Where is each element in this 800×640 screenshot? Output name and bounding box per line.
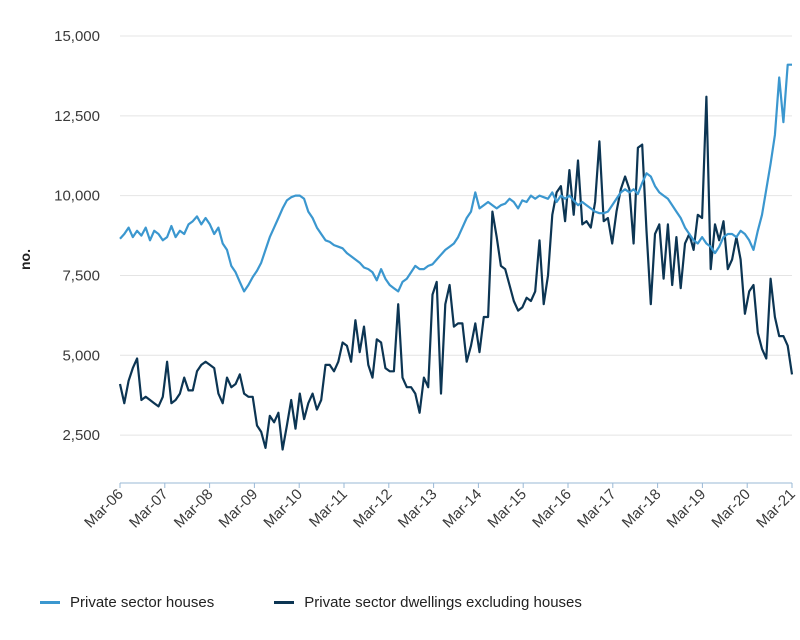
y-tick-label: 5,000 [62,347,100,364]
y-axis-label: no. [17,249,33,270]
gridlines [120,35,792,436]
x-tick-label: Mar-18 [619,486,665,532]
y-tick-label: 15,000 [54,28,100,45]
x-tick-label: Mar-06 [81,486,127,532]
x-tick-label: Mar-10 [260,486,306,532]
legend-label-houses: Private sector houses [70,594,215,611]
x-tick-label: Mar-16 [529,486,575,532]
legend-item-dwellings[interactable]: Private sector dwellings excluding house… [274,594,582,611]
y-tick-label: 2,500 [62,427,100,444]
legend: Private sector houses Private sector dwe… [40,594,582,611]
series-lines [118,63,794,451]
legend-item-houses[interactable]: Private sector houses [40,594,214,611]
x-tick-label: Mar-21 [753,486,799,532]
x-tick-label: Mar-13 [395,486,441,532]
series-line-houses [119,63,792,293]
x-tick-label: Mar-07 [126,486,172,532]
x-tick-label: Mar-11 [306,486,351,531]
legend-label-dwellings: Private sector dwellings excluding house… [304,594,582,611]
x-tick-label: Mar-14 [440,486,486,532]
y-tick-label: 12,500 [54,108,100,125]
y-axis-ticks: 2,500 5,000 7,500 10,000 12,500 15,000 [54,28,100,444]
x-tick-label: Mar-17 [574,486,620,532]
x-tick-label: Mar-15 [484,486,530,532]
y-tick-label: 10,000 [54,188,100,205]
x-tick-label: Mar-12 [350,486,396,532]
series-line-dwellings [118,95,794,451]
y-tick-label: 7,500 [62,267,100,284]
x-tick-label: Mar-20 [708,486,754,532]
legend-swatch-houses [40,601,60,604]
x-tick-label: Mar-09 [216,486,262,532]
x-axis-ticks: Mar-06 Mar-07 Mar-08 Mar-09 Mar-10 Mar-11 Mar-… [81,483,799,531]
x-tick-label: Mar-19 [664,486,710,532]
x-tick-label: Mar-08 [171,486,217,532]
legend-swatch-dwellings [274,601,295,604]
